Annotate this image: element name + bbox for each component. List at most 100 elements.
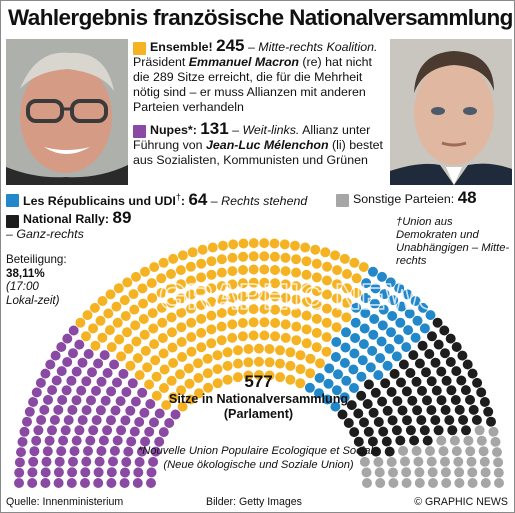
seat-nupes: [61, 333, 73, 345]
seat-sonstige-parteien: [397, 445, 409, 457]
seat-ensemble-: [274, 358, 286, 370]
seat-les-r-publicains-und-udi: [321, 393, 334, 406]
seat-national-rally: [396, 404, 409, 417]
seat-nupes: [60, 424, 72, 436]
seat-les-r-publicains-und-udi: [332, 368, 344, 380]
seat-ensemble-: [184, 393, 197, 406]
seat-les-r-publicains-und-udi: [369, 298, 381, 310]
seat-ensemble-: [148, 338, 160, 350]
seat-ensemble-: [129, 319, 141, 332]
seat-ensemble-: [89, 302, 101, 314]
seat-ensemble-: [258, 303, 271, 315]
seat-national-rally: [417, 340, 429, 352]
seat-sonstige-parteien: [414, 477, 426, 489]
nupes-name: Nupes*:: [150, 123, 197, 137]
seat-ensemble-: [248, 263, 260, 276]
seat-ensemble-: [269, 317, 281, 329]
seat-sonstige-parteien: [401, 477, 413, 489]
seat-ensemble-: [301, 337, 313, 349]
seat-sonstige-parteien: [427, 477, 439, 489]
seat-les-r-publicains-und-udi: [396, 301, 408, 313]
seat-ensemble-: [299, 241, 311, 254]
seat-les-r-publicains-und-udi: [404, 307, 416, 320]
seat-ensemble-: [314, 357, 326, 369]
seat-national-rally: [433, 424, 445, 436]
seat-nupes: [27, 456, 39, 468]
seat-nupes: [80, 404, 93, 416]
seat-ensemble-: [205, 282, 217, 294]
seat-sonstige-parteien: [480, 477, 492, 489]
seat-nupes: [95, 376, 108, 388]
seat-nupes: [57, 435, 69, 447]
seats-ensemble-: [74, 237, 370, 413]
seat-nupes: [92, 357, 104, 370]
seat-nupes: [82, 445, 94, 457]
seat-national-rally: [346, 399, 358, 411]
seat-national-rally: [370, 387, 382, 399]
seat-nupes: [52, 404, 64, 416]
seat-ensemble-: [304, 367, 316, 379]
seat-ensemble-: [149, 354, 161, 366]
seat-les-r-publicains-und-udi: [355, 371, 368, 383]
seat-ensemble-: [248, 250, 260, 262]
seat-ensemble-: [202, 353, 214, 365]
seat-nupes: [85, 394, 97, 407]
seat-national-rally: [445, 356, 457, 368]
seat-ensemble-: [258, 250, 270, 262]
seat-sonstige-parteien: [465, 456, 478, 468]
seat-national-rally: [401, 414, 413, 426]
seat-ensemble-: [207, 241, 219, 254]
seat-ensemble-: [121, 326, 133, 338]
seat-ensemble-: [177, 401, 189, 413]
seat-nupes: [99, 349, 111, 361]
seat-national-rally: [482, 406, 494, 418]
seat-nupes: [67, 347, 79, 359]
seat-les-r-publicains-und-udi: [347, 363, 360, 376]
seat-sonstige-parteien: [453, 477, 466, 489]
seat-ensemble-: [104, 288, 117, 301]
seat-nupes: [66, 404, 78, 416]
seat-ensemble-: [192, 357, 204, 369]
seat-ensemble-: [185, 346, 198, 358]
seat-ensemble-: [120, 310, 132, 322]
seat-ensemble-: [175, 264, 187, 276]
seat-les-r-publicains-und-udi: [385, 326, 397, 338]
seat-nupes: [95, 445, 107, 457]
seat-nupes: [68, 445, 81, 457]
seat-ensemble-: [217, 240, 229, 252]
seat-les-r-publicains-und-udi: [400, 341, 412, 353]
seat-nupes: [138, 407, 150, 419]
seat-nupes: [105, 477, 117, 489]
seat-national-rally: [343, 417, 355, 429]
seat-national-rally: [373, 416, 385, 428]
seat-ensemble-: [289, 240, 301, 252]
seat-ensemble-: [258, 329, 271, 342]
seat-ensemble-: [263, 343, 276, 355]
seat-national-rally: [348, 426, 360, 438]
seat-ensemble-: [321, 303, 333, 315]
seat-ensemble-: [284, 374, 297, 386]
seat-nupes: [63, 414, 75, 426]
seat-les-r-publicains-und-udi: [330, 351, 342, 363]
seat-ensemble-: [139, 329, 151, 341]
seat-nupes: [125, 435, 137, 448]
seat-nupes: [40, 466, 52, 479]
portrait-melenchon-photo: [6, 39, 128, 185]
seat-ensemble-: [139, 266, 151, 278]
seats-les-r-publicains-und-udi: [304, 266, 437, 413]
seat-ensemble-: [237, 317, 249, 329]
ensemble-legend-text: Ensemble! 245 – Mitte-rechts Koalition. …: [133, 36, 378, 114]
seat-ensemble-: [193, 387, 205, 399]
seat-nupes: [26, 466, 38, 479]
seat-ensemble-: [311, 299, 323, 311]
seat-ensemble-: [331, 278, 343, 290]
seat-sonstige-parteien: [464, 445, 476, 457]
seat-les-r-publicains-und-udi: [329, 401, 342, 413]
seat-national-rally: [450, 394, 462, 406]
seat-nupes: [98, 434, 110, 447]
seat-ensemble-: [237, 290, 249, 303]
seat-ensemble-: [132, 352, 144, 364]
seat-les-r-publicains-und-udi: [349, 332, 361, 344]
seat-nupes: [158, 426, 170, 438]
seat-les-r-publicains-und-udi: [419, 322, 431, 335]
